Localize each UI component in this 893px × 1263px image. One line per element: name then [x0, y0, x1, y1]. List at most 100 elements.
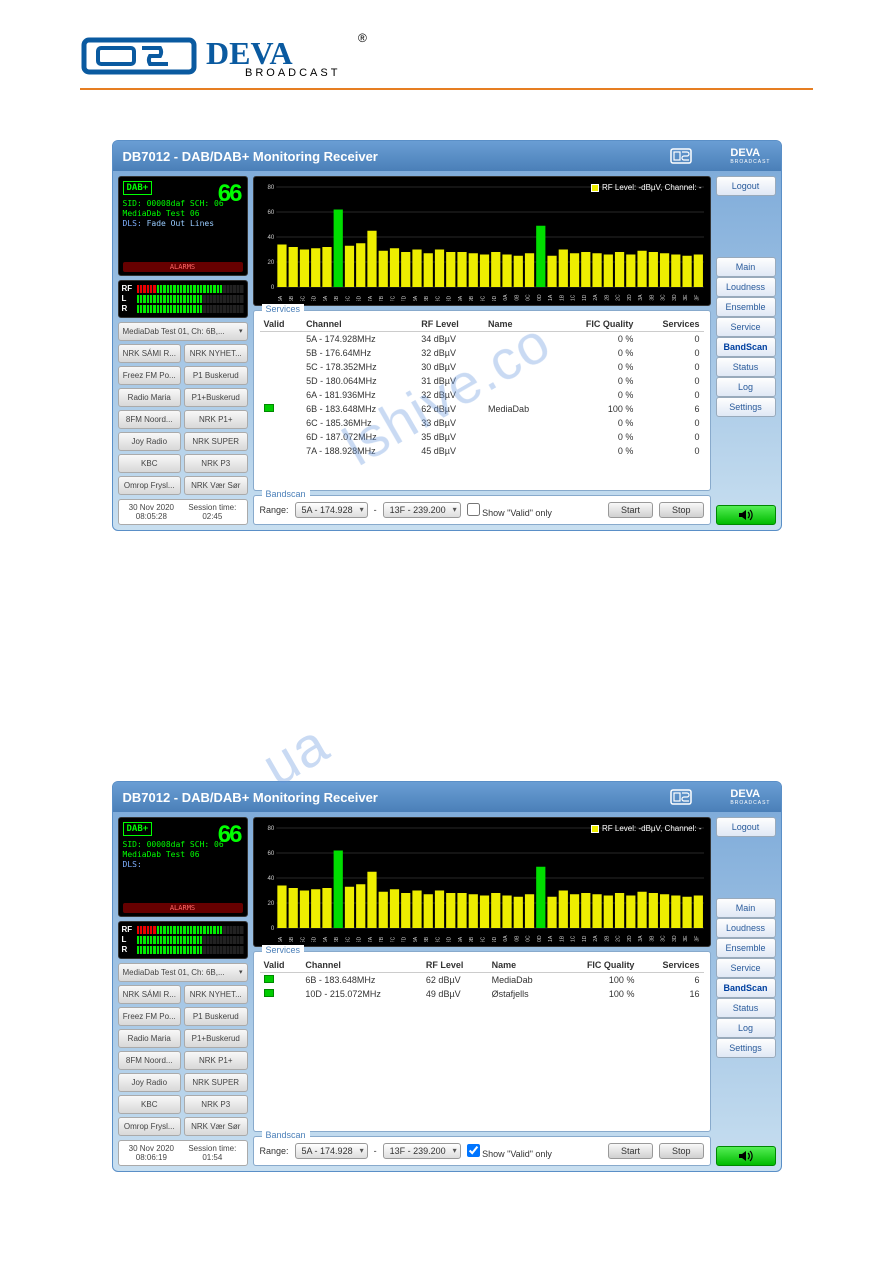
table-row[interactable]: 6B - 183.648MHz62 dBµVMediaDab100 %6 — [260, 973, 704, 988]
nav-ensemble[interactable]: Ensemble — [716, 297, 776, 317]
svg-text:13A: 13A — [638, 294, 644, 301]
preset-button[interactable]: P1+Buskerud — [184, 388, 248, 407]
preset-button[interactable]: NRK Vær Sør — [184, 1117, 248, 1136]
preset-button[interactable]: Omrop Frysl... — [118, 476, 182, 495]
nav-service[interactable]: Service — [716, 958, 776, 978]
sound-button[interactable] — [716, 505, 776, 525]
svg-text:12B: 12B — [604, 294, 610, 301]
table-row[interactable]: 6A - 181.936MHz32 dBµV0 %0 — [260, 388, 704, 402]
preset-button[interactable]: P1 Buskerud — [184, 366, 248, 385]
preset-button[interactable]: Radio Maria — [118, 388, 182, 407]
preset-button[interactable]: NRK NYHET... — [184, 985, 248, 1004]
lcd-alarms: ALARMS — [123, 262, 243, 272]
valid-only-check[interactable]: Show "Valid" only — [467, 1144, 552, 1159]
preset-button[interactable]: NRK P3 — [184, 1095, 248, 1114]
preset-button[interactable]: P1 Buskerud — [184, 1007, 248, 1026]
nav-settings[interactable]: Settings — [716, 1038, 776, 1058]
services-table: ValidChannelRF LevelNameFIC QualityServi… — [260, 317, 704, 457]
nav-log[interactable]: Log — [716, 1018, 776, 1038]
svg-text:5C: 5C — [300, 295, 306, 301]
nav-ensemble[interactable]: Ensemble — [716, 938, 776, 958]
preset-button[interactable]: NRK P1+ — [184, 410, 248, 429]
nav-loudness[interactable]: Loudness — [716, 277, 776, 297]
preset-button[interactable]: NRK Vær Sør — [184, 476, 248, 495]
preset-button[interactable]: Omrop Frysl... — [118, 1117, 182, 1136]
svg-text:12A: 12A — [593, 294, 599, 301]
preset-button[interactable]: NRK SÁMI R... — [118, 344, 182, 363]
receiver-titlebar: DB7012 - DAB/DAB+ Monitoring Receiver DE… — [113, 141, 781, 171]
range-from-select[interactable]: 5A - 174.928 — [295, 1143, 368, 1159]
nav-main[interactable]: Main — [716, 898, 776, 918]
nav-settings[interactable]: Settings — [716, 397, 776, 417]
preset-button[interactable]: NRK SÁMI R... — [118, 985, 182, 1004]
nav-status[interactable]: Status — [716, 357, 776, 377]
preset-button[interactable]: Joy Radio — [118, 1073, 182, 1092]
valid-only-check[interactable]: Show "Valid" only — [467, 503, 552, 518]
svg-text:11B: 11B — [559, 935, 565, 942]
svg-text:13A: 13A — [638, 935, 644, 942]
preset-button[interactable]: Radio Maria — [118, 1029, 182, 1048]
preset-button[interactable]: 8FM Noord... — [118, 1051, 182, 1070]
svg-text:13C: 13C — [660, 294, 666, 301]
preset-button[interactable]: Freez FM Po... — [118, 366, 182, 385]
logout-button[interactable]: Logout — [716, 176, 776, 196]
preset-button[interactable]: 8FM Noord... — [118, 410, 182, 429]
nav-service[interactable]: Service — [716, 317, 776, 337]
range-to-select[interactable]: 13F - 239.200 — [383, 502, 461, 518]
svc-col-services: Services — [638, 958, 703, 973]
preset-dropdown[interactable]: MediaDab Test 01, Ch: 6B,... — [118, 963, 248, 982]
stop-button[interactable]: Stop — [659, 502, 704, 518]
table-row[interactable]: 7A - 188.928MHz45 dBµV0 %0 — [260, 444, 704, 457]
table-row[interactable]: 5C - 178.352MHz30 dBµV0 %0 — [260, 360, 704, 374]
table-row[interactable]: 5B - 176.64MHz32 dBµV0 %0 — [260, 346, 704, 360]
stop-button[interactable]: Stop — [659, 1143, 704, 1159]
nav-loudness[interactable]: Loudness — [716, 918, 776, 938]
table-row[interactable]: 5A - 174.928MHz34 dBµV0 %0 — [260, 332, 704, 347]
svg-text:40: 40 — [267, 876, 274, 882]
svg-text:8B: 8B — [424, 936, 430, 942]
bandscan-chart: RF Level: -dBµV, Channel: - 0204060805A5… — [253, 176, 711, 306]
preset-dropdown[interactable]: MediaDab Test 01, Ch: 6B,... — [118, 322, 248, 341]
preset-button[interactable]: Freez FM Po... — [118, 1007, 182, 1026]
preset-button[interactable]: Joy Radio — [118, 432, 182, 451]
table-row[interactable]: 6C - 185.36MHz33 dBµV0 %0 — [260, 416, 704, 430]
svg-text:®: ® — [358, 31, 367, 45]
preset-button[interactable]: NRK SUPER — [184, 432, 248, 451]
svg-text:40: 40 — [267, 235, 274, 241]
preset-button[interactable]: KBC — [118, 454, 182, 473]
table-row[interactable]: 6B - 183.648MHz62 dBµVMediaDab100 %6 — [260, 402, 704, 416]
svg-text:10A: 10A — [502, 294, 508, 301]
svg-text:8C: 8C — [435, 295, 441, 301]
table-row[interactable]: 10D - 215.072MHz49 dBµVØstafjells100 %16 — [260, 987, 704, 1001]
svg-text:9D: 9D — [491, 936, 497, 942]
svg-text:6B: 6B — [334, 936, 340, 942]
start-button[interactable]: Start — [608, 502, 653, 518]
preset-button[interactable]: NRK P3 — [184, 454, 248, 473]
preset-button[interactable]: KBC — [118, 1095, 182, 1114]
preset-button[interactable]: NRK P1+ — [184, 1051, 248, 1070]
preset-button[interactable]: P1+Buskerud — [184, 1029, 248, 1048]
nav-bandscan[interactable]: BandScan — [716, 978, 776, 998]
svg-text:7A: 7A — [367, 295, 373, 301]
nav-status[interactable]: Status — [716, 998, 776, 1018]
svg-text:13B: 13B — [649, 294, 655, 301]
start-button[interactable]: Start — [608, 1143, 653, 1159]
sound-button[interactable] — [716, 1146, 776, 1166]
svg-text:5B: 5B — [289, 295, 295, 301]
svg-text:9B: 9B — [469, 936, 475, 942]
range-to-select[interactable]: 13F - 239.200 — [383, 1143, 461, 1159]
svg-text:12D: 12D — [626, 294, 632, 301]
preset-button[interactable]: NRK SUPER — [184, 1073, 248, 1092]
svg-text:11A: 11A — [548, 294, 554, 301]
svg-text:8D: 8D — [446, 936, 452, 942]
nav-main[interactable]: Main — [716, 257, 776, 277]
svg-text:9D: 9D — [491, 295, 497, 301]
nav-log[interactable]: Log — [716, 377, 776, 397]
table-row[interactable]: 5D - 180.064MHz31 dBµV0 %0 — [260, 374, 704, 388]
range-from-select[interactable]: 5A - 174.928 — [295, 502, 368, 518]
preset-button[interactable]: NRK NYHET... — [184, 344, 248, 363]
table-row[interactable]: 6D - 187.072MHz35 dBµV0 %0 — [260, 430, 704, 444]
svg-text:11C: 11C — [570, 294, 576, 301]
logout-button[interactable]: Logout — [716, 817, 776, 837]
nav-bandscan[interactable]: BandScan — [716, 337, 776, 357]
